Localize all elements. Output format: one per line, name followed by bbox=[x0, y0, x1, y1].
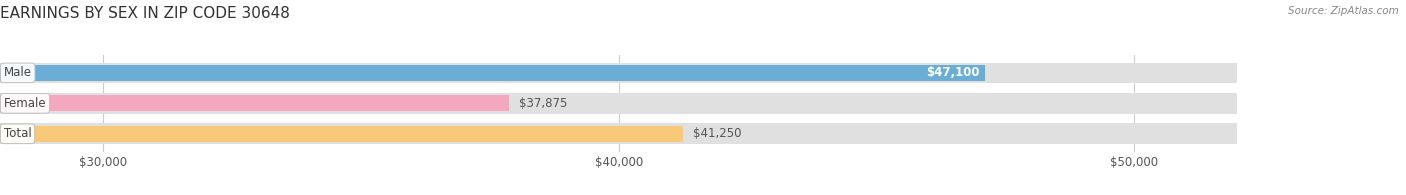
Bar bbox=[0, 95, 509, 111]
Text: Source: ZipAtlas.com: Source: ZipAtlas.com bbox=[1288, 6, 1399, 16]
Text: EARNINGS BY SEX IN ZIP CODE 30648: EARNINGS BY SEX IN ZIP CODE 30648 bbox=[0, 6, 290, 21]
Text: Total: Total bbox=[4, 127, 31, 140]
Bar bbox=[0, 93, 1237, 114]
Text: Male: Male bbox=[4, 66, 32, 79]
Bar bbox=[0, 63, 1237, 83]
Bar bbox=[0, 126, 683, 142]
Text: $37,875: $37,875 bbox=[519, 97, 568, 110]
Text: Female: Female bbox=[4, 97, 46, 110]
Text: $47,100: $47,100 bbox=[927, 66, 980, 79]
Text: $41,250: $41,250 bbox=[693, 127, 741, 140]
Bar bbox=[0, 65, 984, 81]
Bar bbox=[0, 123, 1237, 144]
